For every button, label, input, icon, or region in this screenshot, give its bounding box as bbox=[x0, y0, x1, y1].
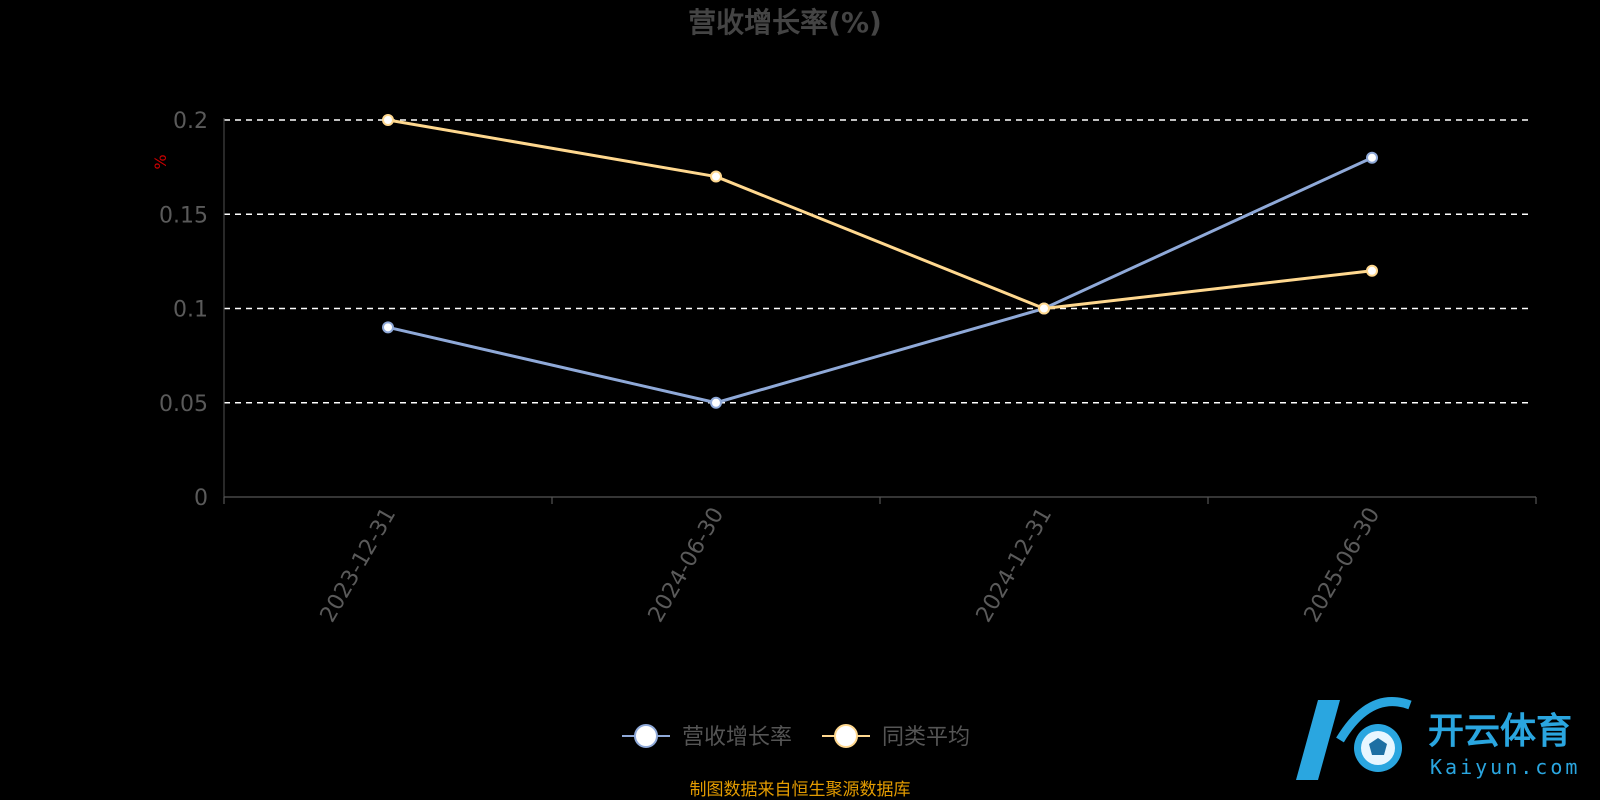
legend: 营收增长率 同类平均 bbox=[622, 724, 970, 750]
axes bbox=[223, 118, 1537, 504]
series-0-point-3 bbox=[1366, 151, 1378, 164]
series-1-point-3 bbox=[1366, 264, 1378, 277]
series-1-point-2 bbox=[1038, 302, 1050, 315]
series-0-point-1 bbox=[710, 396, 722, 409]
x-tick-labels: 2023-12-31 2024-06-30 2024-12-31 2025-06-30 bbox=[316, 504, 1386, 627]
legend-label-0: 营收增长率 bbox=[682, 725, 792, 750]
legend-marker-0 bbox=[634, 724, 658, 748]
y-tick-label-2: 0.1 bbox=[173, 298, 208, 323]
legend-marker-1 bbox=[834, 724, 858, 748]
y-tick-label-0: 0 bbox=[194, 486, 208, 511]
series-line-1 bbox=[387, 118, 1373, 310]
chart-title: 营收增长率(%) bbox=[688, 6, 882, 39]
x-tick-label-3: 2025-06-30 bbox=[1300, 504, 1386, 627]
grid-lines bbox=[224, 119, 1530, 404]
x-tick-label-2: 2024-12-31 bbox=[972, 504, 1058, 627]
series-lines bbox=[382, 114, 1378, 409]
logo-cn-text: 开云体育 bbox=[1428, 711, 1572, 752]
logo-en-text: Kaiyun.com bbox=[1430, 755, 1580, 779]
legend-item-1[interactable]: 同类平均 bbox=[822, 724, 970, 750]
source-note: 制图数据来自恒生聚源数据库 bbox=[690, 780, 911, 800]
x-tick-label-0: 2023-12-31 bbox=[316, 504, 402, 627]
series-1-point-0 bbox=[382, 114, 394, 126]
watermark-logo: 开云体育 Kaiyun.com bbox=[1296, 697, 1580, 780]
x-tick-label-1: 2024-06-30 bbox=[644, 504, 730, 627]
series-0-point-0 bbox=[382, 321, 394, 334]
y-tick-label-4: 0.2 bbox=[173, 109, 208, 134]
logo-emblem-icon bbox=[1296, 697, 1412, 780]
legend-item-0[interactable]: 营收增长率 bbox=[622, 724, 792, 750]
y-tick-labels: 0 0.05 0.1 0.15 0.2 bbox=[159, 109, 208, 511]
y-tick-label-1: 0.05 bbox=[159, 392, 208, 417]
legend-label-1: 同类平均 bbox=[882, 725, 970, 750]
y-tick-label-3: 0.15 bbox=[159, 203, 208, 228]
y-axis-unit: % bbox=[151, 154, 170, 169]
series-line-0 bbox=[387, 156, 1373, 405]
series-1-point-1 bbox=[710, 170, 722, 183]
